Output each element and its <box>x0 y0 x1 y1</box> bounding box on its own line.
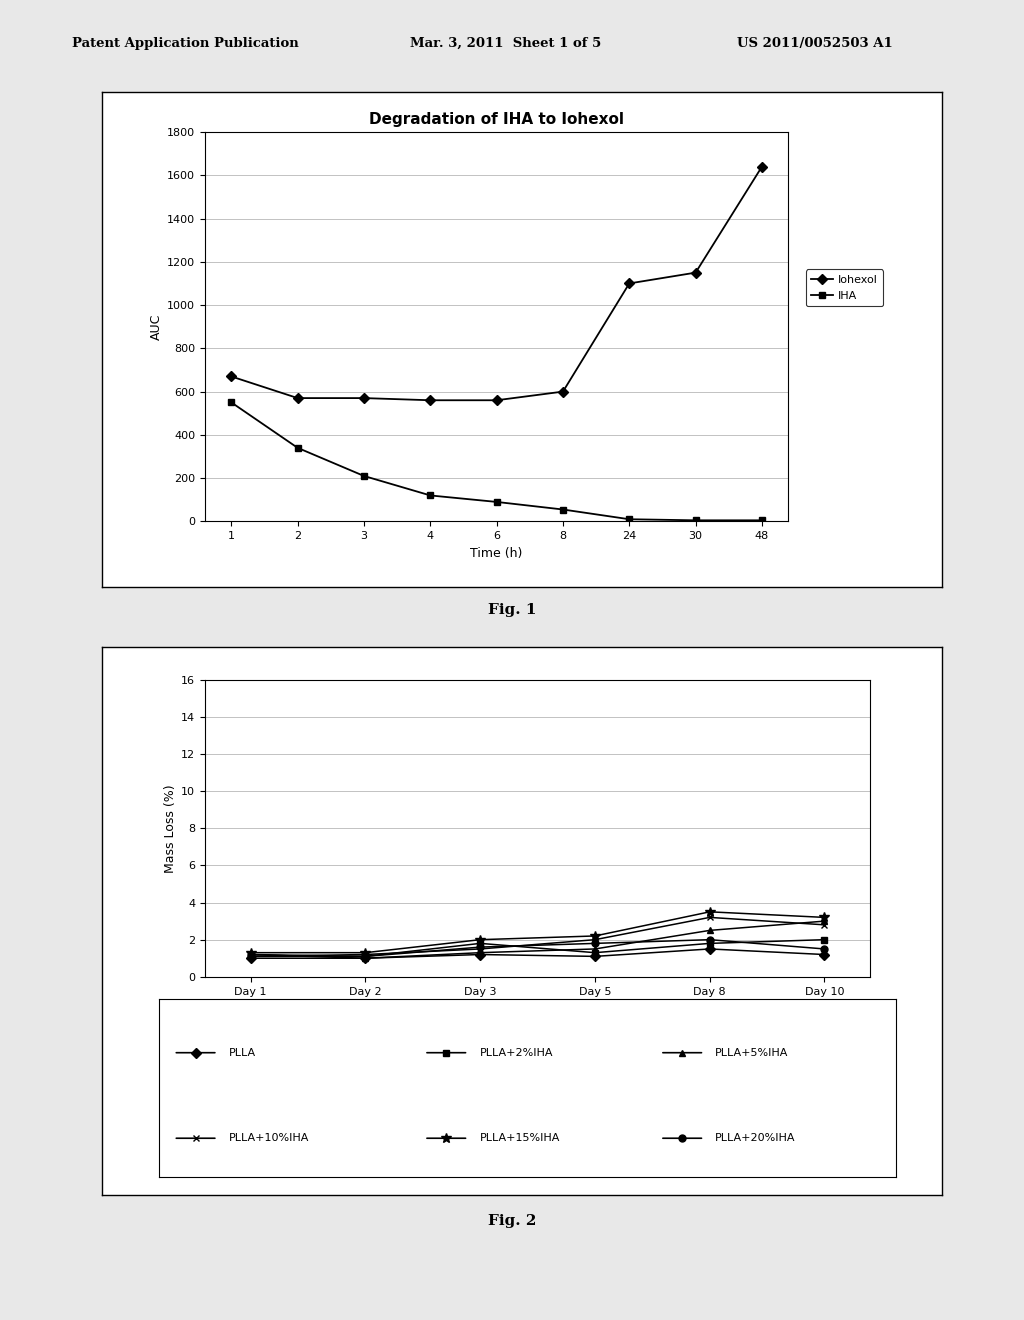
Iohexol <box>225 368 238 384</box>
IHA <box>756 512 768 528</box>
Legend: Iohexol, IHA: Iohexol, IHA <box>806 269 884 306</box>
Text: PLLA+5%IHA: PLLA+5%IHA <box>716 1048 788 1057</box>
PLLA+15%IHA <box>703 904 716 920</box>
PLLA+15%IHA <box>474 932 486 948</box>
IHA <box>292 440 304 455</box>
IHA <box>357 469 370 484</box>
PLLA+10%IHA <box>818 917 830 933</box>
PLLA+2%IHA <box>703 936 716 952</box>
PLLA+10%IHA <box>245 949 257 965</box>
Line: IHA: IHA <box>228 399 765 524</box>
Text: PLLA+10%IHA: PLLA+10%IHA <box>228 1134 309 1143</box>
Iohexol <box>424 392 436 408</box>
IHA <box>490 494 503 510</box>
Iohexol <box>357 391 370 407</box>
Iohexol <box>756 158 768 174</box>
PLLA+2%IHA <box>245 949 257 965</box>
Line: PLLA+10%IHA: PLLA+10%IHA <box>247 913 828 960</box>
PLLA+20%IHA <box>245 946 257 962</box>
IHA <box>424 487 436 503</box>
Text: Mar. 3, 2011  Sheet 1 of 5: Mar. 3, 2011 Sheet 1 of 5 <box>410 37 601 50</box>
PLLA+5%IHA <box>703 923 716 939</box>
PLLA+5%IHA <box>589 941 601 957</box>
Y-axis label: AUC: AUC <box>150 314 163 339</box>
PLLA+20%IHA <box>589 936 601 952</box>
PLLA+5%IHA <box>474 945 486 961</box>
Iohexol <box>557 384 569 400</box>
PLLA+2%IHA <box>818 932 830 948</box>
Line: PLLA+2%IHA: PLLA+2%IHA <box>247 936 828 960</box>
Text: PLLA+2%IHA: PLLA+2%IHA <box>479 1048 553 1057</box>
X-axis label: Degradation Time: Degradation Time <box>475 1002 600 1015</box>
PLLA <box>359 950 372 966</box>
PLLA+2%IHA <box>474 936 486 952</box>
PLLA+15%IHA <box>245 945 257 961</box>
Title: Degradation of IHA to Iohexol: Degradation of IHA to Iohexol <box>369 112 625 127</box>
Iohexol <box>490 392 503 408</box>
PLLA <box>703 941 716 957</box>
Line: PLLA+5%IHA: PLLA+5%IHA <box>247 917 828 962</box>
IHA <box>225 395 238 411</box>
Text: PLLA+15%IHA: PLLA+15%IHA <box>479 1134 560 1143</box>
Text: Fig. 1: Fig. 1 <box>487 603 537 618</box>
Y-axis label: Mass Loss (%): Mass Loss (%) <box>164 784 177 873</box>
PLLA <box>474 946 486 962</box>
PLLA+10%IHA <box>703 909 716 925</box>
PLLA+15%IHA <box>589 928 601 944</box>
PLLA+10%IHA <box>474 941 486 957</box>
PLLA+10%IHA <box>589 932 601 948</box>
Iohexol <box>292 391 304 407</box>
PLLA+20%IHA <box>818 941 830 957</box>
PLLA+5%IHA <box>245 946 257 962</box>
Text: US 2011/0052503 A1: US 2011/0052503 A1 <box>737 37 893 50</box>
IHA <box>557 502 569 517</box>
Line: PLLA: PLLA <box>247 945 828 962</box>
Text: Fig. 2: Fig. 2 <box>487 1214 537 1229</box>
X-axis label: Time (h): Time (h) <box>470 546 523 560</box>
PLLA <box>245 950 257 966</box>
PLLA+10%IHA <box>359 946 372 962</box>
PLLA+15%IHA <box>818 909 830 925</box>
PLLA+5%IHA <box>359 950 372 966</box>
Text: PLLA: PLLA <box>228 1048 256 1057</box>
PLLA+2%IHA <box>589 945 601 961</box>
PLLA <box>589 949 601 965</box>
Line: PLLA+20%IHA: PLLA+20%IHA <box>247 936 828 960</box>
PLLA+5%IHA <box>818 913 830 929</box>
PLLA+20%IHA <box>703 932 716 948</box>
PLLA+15%IHA <box>359 945 372 961</box>
Line: Iohexol: Iohexol <box>228 164 765 404</box>
PLLA <box>818 946 830 962</box>
Text: PLLA+20%IHA: PLLA+20%IHA <box>716 1134 796 1143</box>
PLLA+20%IHA <box>474 940 486 956</box>
PLLA+20%IHA <box>359 949 372 965</box>
IHA <box>624 511 636 527</box>
Line: PLLA+15%IHA: PLLA+15%IHA <box>246 907 829 957</box>
Text: Patent Application Publication: Patent Application Publication <box>72 37 298 50</box>
IHA <box>689 512 701 528</box>
PLLA+2%IHA <box>359 949 372 965</box>
Iohexol <box>624 276 636 292</box>
Iohexol <box>689 265 701 281</box>
